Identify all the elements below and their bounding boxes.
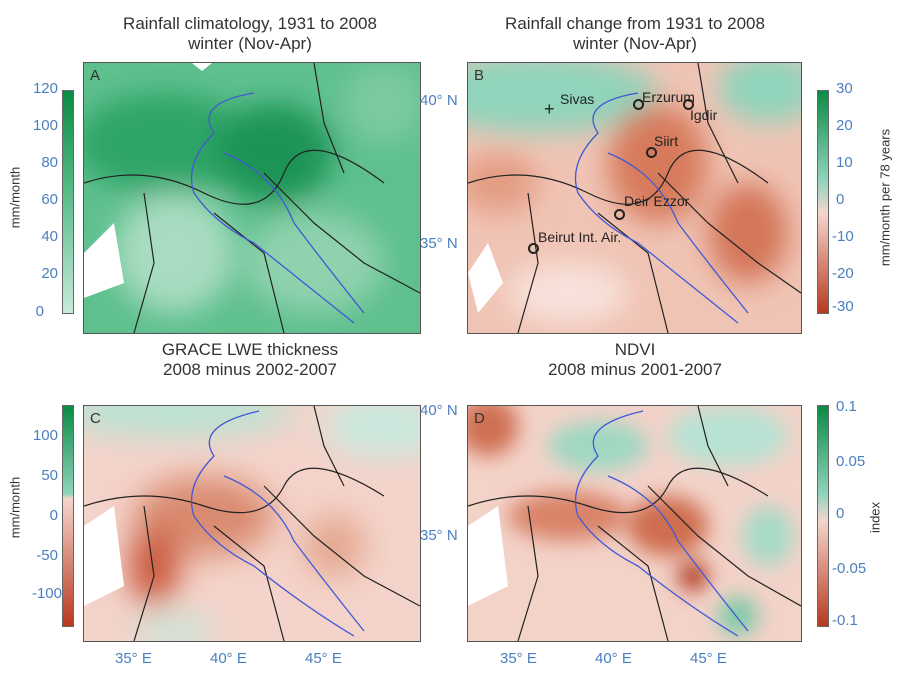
cbar-tick: -0.1 xyxy=(832,612,858,629)
city-deir-ezzor: Deir Ezzor xyxy=(624,193,690,209)
title-line: Rainfall change from 1931 to 2008 xyxy=(505,14,765,33)
lat-label: 35° N xyxy=(420,235,458,252)
lon-label: 45° E xyxy=(690,650,727,667)
panel-letter: C xyxy=(90,410,101,427)
cbar-label: mm/month per 78 years xyxy=(877,128,893,267)
city-marker xyxy=(633,99,644,110)
panel-letter: D xyxy=(474,410,485,427)
colorbar-c xyxy=(62,405,74,627)
cbar-tick: 0 xyxy=(836,505,845,522)
cbar-tick: 40 xyxy=(41,228,58,245)
lon-label: 35° E xyxy=(500,650,537,667)
map-panel-b: B + Sivas Erzurum Igdir Siirt Deir Ezzor… xyxy=(467,62,802,334)
lon-label: 35° E xyxy=(115,650,152,667)
city-igdir: Igdir xyxy=(690,107,718,123)
colorbar-b xyxy=(817,90,829,314)
cbar-tick: -50 xyxy=(36,547,58,564)
cbar-tick: 0 xyxy=(35,303,44,320)
city-beirut: Beirut Int. Air. xyxy=(538,229,622,245)
map-c xyxy=(84,406,420,641)
cbar-label: index xyxy=(867,501,883,534)
lat-label: 35° N xyxy=(420,527,458,544)
title-line: NDVI xyxy=(614,340,656,359)
cbar-tick: 60 xyxy=(41,191,58,208)
cbar-tick: 100 xyxy=(32,427,58,444)
colorbar-a xyxy=(62,90,74,314)
title-line: 2008 minus 2002-2007 xyxy=(163,360,337,379)
city-marker xyxy=(683,99,694,110)
title-line: winter (Nov-Apr) xyxy=(573,34,697,53)
cbar-tick: 0 xyxy=(836,191,845,208)
city-sivas: Sivas xyxy=(560,91,595,107)
cbar-tick: -100 xyxy=(31,585,62,602)
lon-label: 40° E xyxy=(210,650,247,667)
panel-c-title: GRACE LWE thickness 2008 minus 2002-2007 xyxy=(70,340,430,380)
cbar-tick: 30 xyxy=(836,80,853,97)
title-line: 2008 minus 2001-2007 xyxy=(548,360,722,379)
cbar-tick: 20 xyxy=(836,117,853,134)
map-d xyxy=(468,406,801,641)
city-erzurum: Erzurum xyxy=(642,89,695,105)
lon-label: 40° E xyxy=(595,650,632,667)
lon-label: 45° E xyxy=(305,650,342,667)
title-line: Rainfall climatology, 1931 to 2008 xyxy=(123,14,377,33)
map-panel-d: D xyxy=(467,405,802,642)
map-a xyxy=(84,63,420,333)
map-b xyxy=(468,63,801,333)
city-sivas-marker: + xyxy=(544,99,555,119)
cbar-tick: 50 xyxy=(41,467,58,484)
cbar-tick: 100 xyxy=(32,117,58,134)
colorbar-d xyxy=(817,405,829,627)
cbar-tick: 0.05 xyxy=(836,453,866,470)
panel-d-title: NDVI 2008 minus 2001-2007 xyxy=(455,340,815,380)
cbar-tick: 120 xyxy=(32,80,58,97)
cbar-label: mm/month xyxy=(7,476,23,539)
map-panel-a: A xyxy=(83,62,421,334)
title-line: GRACE LWE thickness xyxy=(161,340,339,359)
cbar-tick: 20 xyxy=(41,265,58,282)
cbar-tick: 80 xyxy=(41,154,58,171)
city-marker xyxy=(528,243,539,254)
map-panel-c: C xyxy=(83,405,421,642)
panel-letter: A xyxy=(90,67,101,84)
cbar-tick: -0.05 xyxy=(832,560,867,577)
title-line: winter (Nov-Apr) xyxy=(188,34,312,53)
cbar-tick: -20 xyxy=(832,265,854,282)
city-marker xyxy=(646,147,657,158)
panel-letter: B xyxy=(474,67,485,84)
city-marker xyxy=(614,209,625,220)
cbar-tick: -30 xyxy=(832,298,854,315)
cbar-tick: -10 xyxy=(832,228,854,245)
cbar-tick: 0.1 xyxy=(836,398,857,415)
panel-b-title: Rainfall change from 1931 to 2008 winter … xyxy=(455,14,815,54)
cbar-tick: 0 xyxy=(49,507,58,524)
lat-label: 40° N xyxy=(420,92,458,109)
lat-label: 40° N xyxy=(420,402,458,419)
cbar-tick: 10 xyxy=(836,154,853,171)
panel-a-title: Rainfall climatology, 1931 to 2008 winter… xyxy=(70,14,430,54)
city-siirt: Siirt xyxy=(654,133,679,149)
cbar-label: mm/month xyxy=(7,166,23,229)
